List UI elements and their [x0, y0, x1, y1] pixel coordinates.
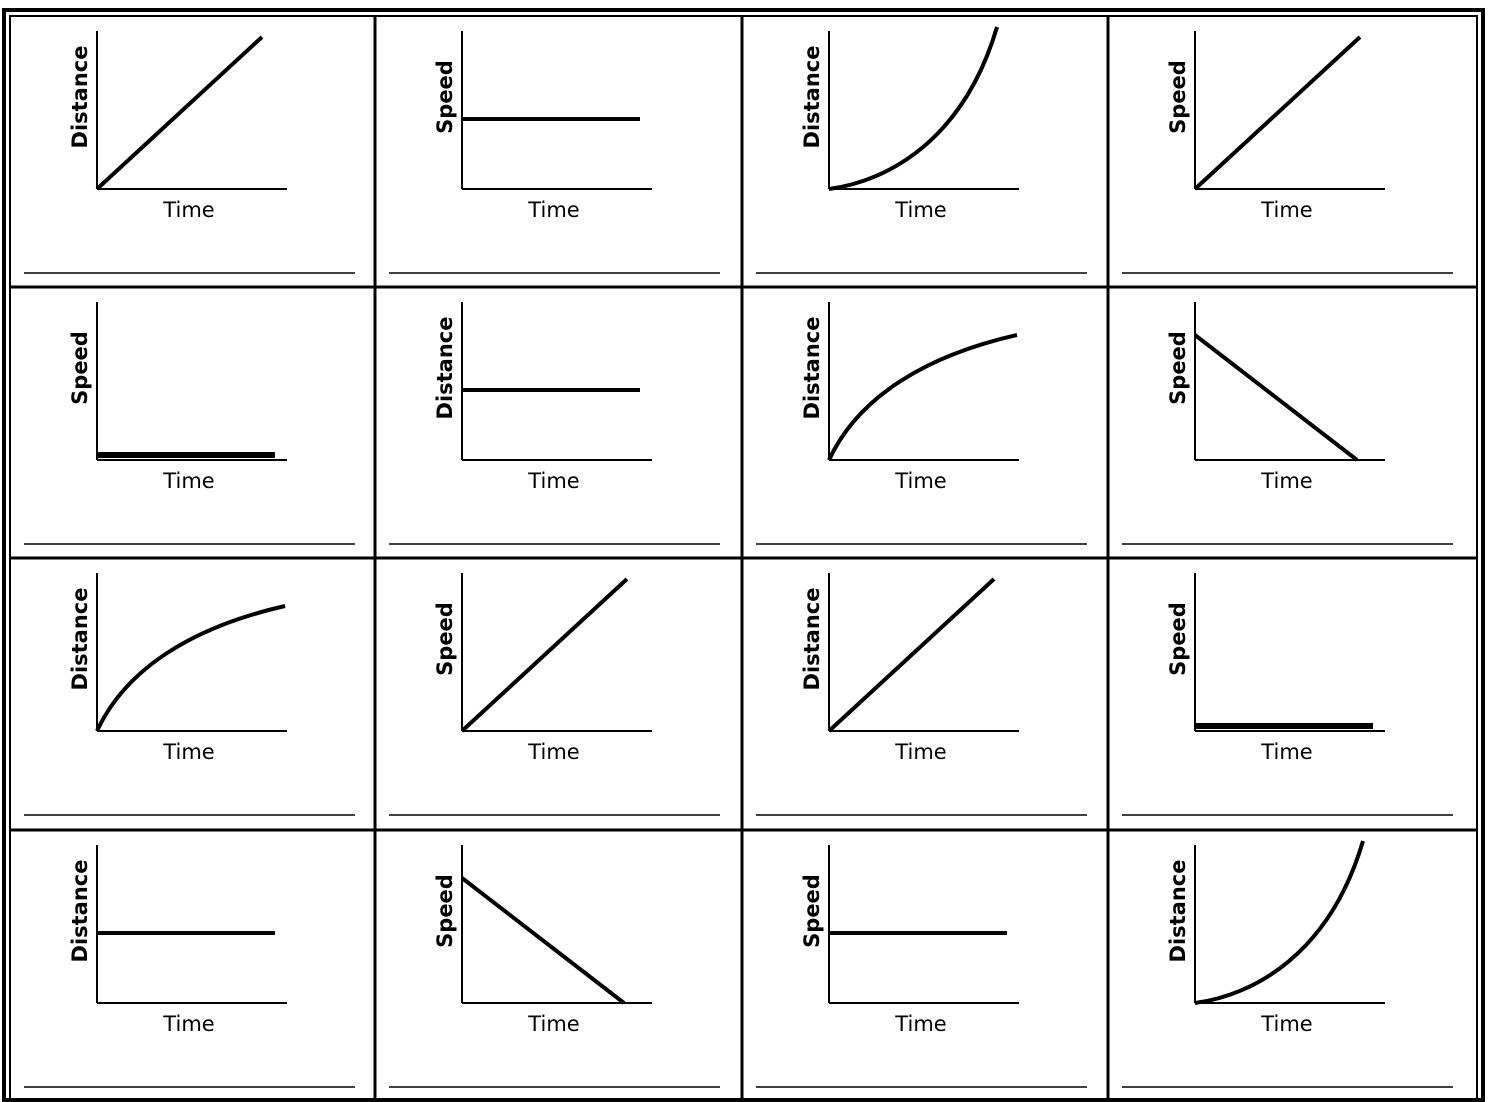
- y-axis-label: Distance: [68, 860, 92, 963]
- graph-cell: Time Speed: [1122, 573, 1453, 816]
- graph-cell: Time Speed: [389, 573, 720, 816]
- y-axis-label: Distance: [800, 317, 824, 420]
- graph-curve: [460, 577, 629, 733]
- graph-curve: [460, 876, 626, 1005]
- x-axis-label: Time: [527, 1012, 579, 1036]
- y-axis-label: Distance: [68, 588, 92, 691]
- y-axis-label: Speed: [1166, 602, 1190, 676]
- x-axis-label: Time: [527, 740, 579, 764]
- x-axis-label: Time: [162, 740, 214, 764]
- y-axis-label: Speed: [433, 60, 457, 134]
- graph-curve: [95, 35, 264, 191]
- x-axis-label: Time: [1260, 469, 1312, 493]
- graph-cell: Time Speed: [389, 845, 720, 1088]
- x-axis-label: Time: [1260, 198, 1312, 222]
- graph-cell: Time Speed: [389, 31, 720, 274]
- y-axis-label: Speed: [433, 874, 457, 948]
- graph-cell: Time Distance: [756, 573, 1087, 816]
- y-axis-label: Speed: [68, 331, 92, 405]
- y-axis-label: Distance: [800, 46, 824, 149]
- y-axis-label: Distance: [433, 317, 457, 420]
- graph-curve: [827, 577, 996, 733]
- y-axis-label: Speed: [800, 874, 824, 948]
- graph-curve: [95, 604, 286, 732]
- y-axis-label: Distance: [1166, 860, 1190, 963]
- graph-cell: Time Distance: [756, 302, 1087, 545]
- x-axis-label: Time: [527, 198, 579, 222]
- x-axis-label: Time: [1260, 740, 1312, 764]
- graph-cell: Time Distance: [24, 31, 355, 274]
- x-axis-label: Time: [1260, 1012, 1312, 1036]
- graph-cell: Time Speed: [1122, 302, 1453, 545]
- graph-curve: [828, 26, 999, 191]
- graph-cell: Time Distance: [756, 26, 1087, 274]
- x-axis-label: Time: [162, 198, 214, 222]
- graph-curve: [1193, 333, 1359, 462]
- x-axis-label: Time: [894, 198, 946, 222]
- y-axis-label: Speed: [1166, 60, 1190, 134]
- x-axis-label: Time: [894, 469, 946, 493]
- graph-cell: Time Distance: [389, 302, 720, 545]
- x-axis-label: Time: [894, 1012, 946, 1036]
- graph-curve: [1194, 840, 1365, 1005]
- graph-curve: [827, 333, 1018, 461]
- y-axis-label: Distance: [800, 588, 824, 691]
- y-axis-label: Speed: [1166, 331, 1190, 405]
- x-axis-label: Time: [894, 740, 946, 764]
- graph-cell: Time Distance: [24, 845, 355, 1088]
- graph-curve: [1193, 35, 1362, 191]
- x-axis-label: Time: [162, 469, 214, 493]
- graph-cell: Time Speed: [1122, 31, 1453, 274]
- x-axis-label: Time: [162, 1012, 214, 1036]
- y-axis-label: Distance: [68, 46, 92, 149]
- graph-cell: Time Speed: [756, 845, 1087, 1088]
- graph-cell: Time Distance: [1122, 840, 1453, 1088]
- y-axis-label: Speed: [433, 602, 457, 676]
- graph-cell: Time Speed: [24, 302, 355, 545]
- x-axis-label: Time: [527, 469, 579, 493]
- graph-cell: Time Distance: [24, 573, 355, 816]
